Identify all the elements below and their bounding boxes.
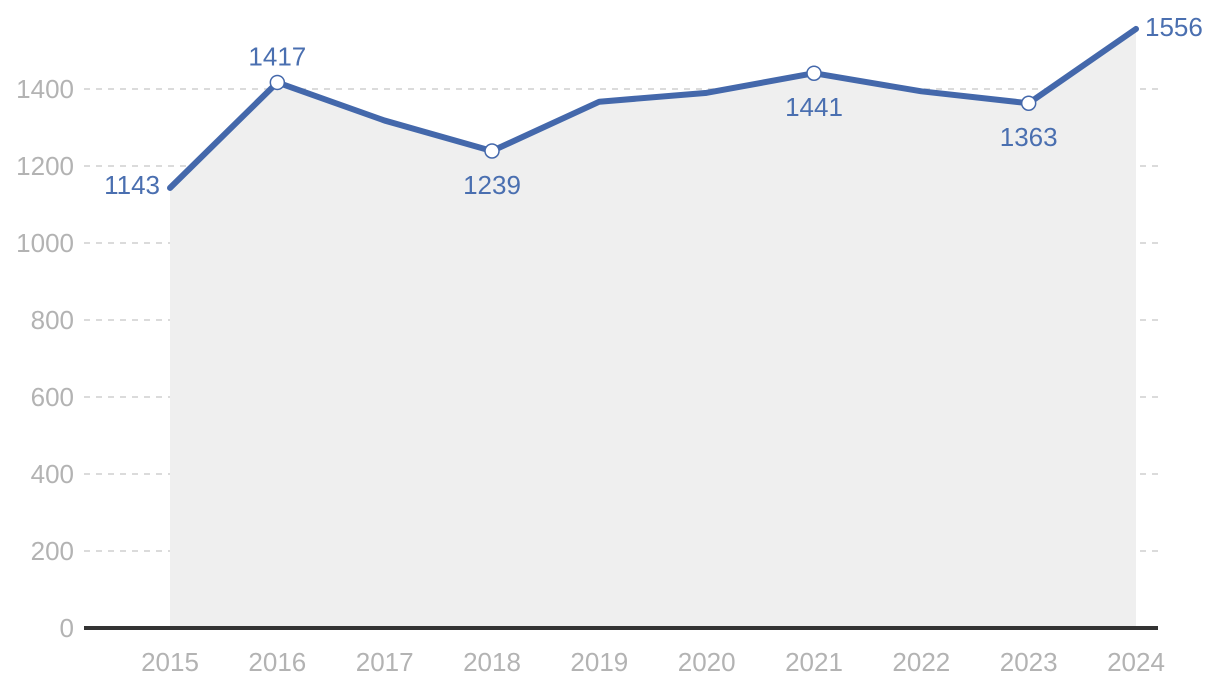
x-axis-ticks: 2015 2016 2017 2018 2019 2020 2021 2022 2023 2024 bbox=[141, 647, 1165, 677]
x-tick-label: 2018 bbox=[463, 647, 521, 677]
x-tick-label: 2024 bbox=[1107, 647, 1165, 677]
x-tick-label: 2017 bbox=[356, 647, 414, 677]
data-label: 1363 bbox=[1000, 122, 1058, 152]
series-line-layer bbox=[167, 25, 1139, 191]
y-tick-label: 200 bbox=[31, 536, 74, 566]
data-label: 1239 bbox=[463, 170, 521, 200]
x-tick-label: 2015 bbox=[141, 647, 199, 677]
y-tick-label: 0 bbox=[60, 613, 74, 643]
data-labels: 1143 1417 1239 1441 1363 1556 bbox=[104, 12, 1203, 200]
area-fill bbox=[170, 28, 1136, 628]
x-tick-label: 2022 bbox=[892, 647, 950, 677]
series-line bbox=[167, 25, 1139, 191]
point-marker bbox=[484, 143, 500, 159]
x-tick-label: 2019 bbox=[570, 647, 628, 677]
y-tick-label: 1200 bbox=[16, 151, 74, 181]
y-tick-label: 800 bbox=[31, 305, 74, 335]
point-marker bbox=[1020, 95, 1037, 111]
x-tick-label: 2020 bbox=[678, 647, 736, 677]
data-label: 1143 bbox=[104, 170, 160, 200]
point-markers bbox=[269, 65, 1037, 159]
x-tick-label: 2016 bbox=[248, 647, 306, 677]
data-label: 1441 bbox=[785, 92, 843, 122]
data-label: 1417 bbox=[248, 41, 306, 71]
point-marker bbox=[269, 74, 286, 91]
y-axis-ticks: 0 200 400 600 800 1000 1200 1400 bbox=[16, 74, 74, 643]
point-marker bbox=[806, 65, 822, 81]
data-label: 1556 bbox=[1145, 12, 1203, 42]
y-tick-label: 1400 bbox=[16, 74, 74, 104]
x-tick-label: 2023 bbox=[1000, 647, 1058, 677]
y-tick-label: 600 bbox=[31, 382, 74, 412]
x-tick-label: 2021 bbox=[785, 647, 843, 677]
area-fill-layer bbox=[170, 28, 1136, 628]
y-tick-label: 1000 bbox=[16, 228, 74, 258]
y-tick-label: 400 bbox=[31, 459, 74, 489]
